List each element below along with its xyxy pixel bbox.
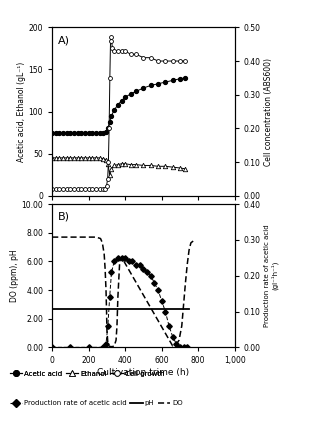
Y-axis label: Cell concentration (ABS600): Cell concentration (ABS600) — [263, 58, 273, 165]
Y-axis label: Production rate of acetic acid
(gl⁻¹h⁻¹): Production rate of acetic acid (gl⁻¹h⁻¹) — [263, 224, 278, 327]
Legend: Production rate of acetic acid, pH, DO: Production rate of acetic acid, pH, DO — [7, 397, 186, 409]
X-axis label: Cultivation trime (h): Cultivation trime (h) — [97, 368, 189, 377]
Text: A): A) — [58, 36, 70, 46]
Legend: Acetic acid, Ethanol, Cell growth: Acetic acid, Ethanol, Cell growth — [7, 368, 167, 380]
Text: B): B) — [58, 211, 70, 221]
Y-axis label: Acetic acid, Ethanol (gL⁻¹): Acetic acid, Ethanol (gL⁻¹) — [17, 61, 26, 162]
Y-axis label: DO (ppm), pH: DO (ppm), pH — [9, 249, 19, 302]
